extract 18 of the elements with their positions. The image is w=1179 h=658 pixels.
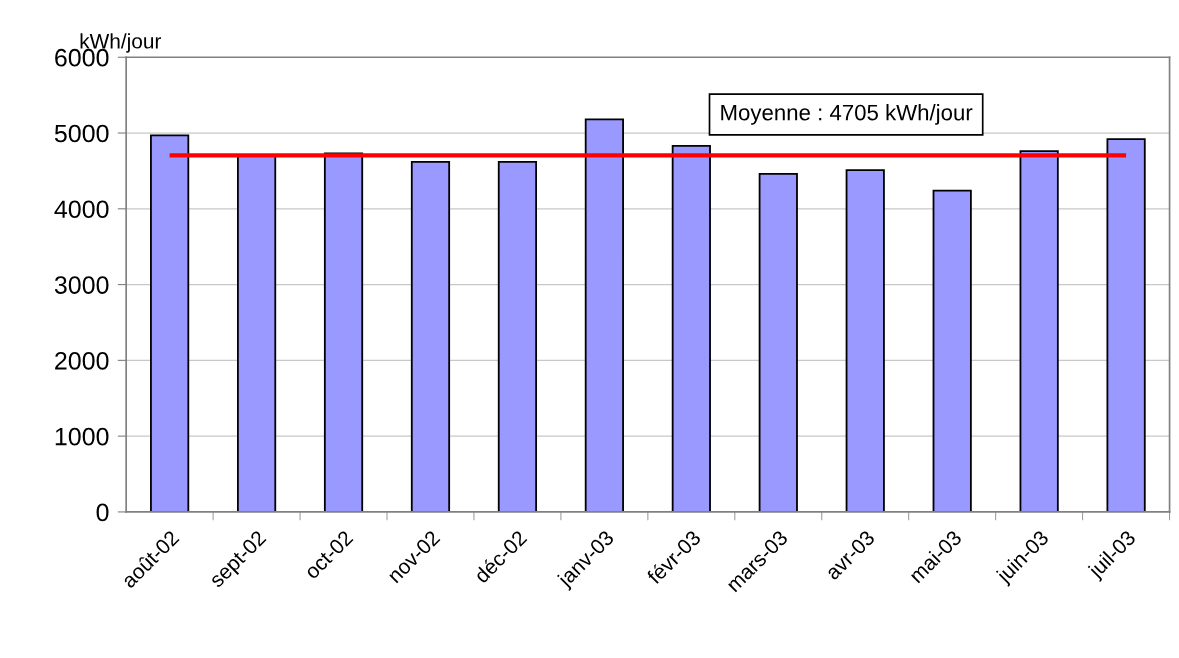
bar	[497, 160, 538, 512]
y-tick-label: 3000	[54, 276, 109, 294]
y-tick-label: 1000	[55, 427, 109, 446]
bar	[932, 189, 972, 512]
bar	[1019, 150, 1059, 512]
y-tick-label: 0	[96, 503, 109, 522]
bar	[758, 173, 798, 512]
bar	[584, 118, 624, 512]
ref-line-label: Moyenne : 4705 kWh/jour	[721, 104, 973, 125]
bar	[845, 169, 885, 512]
bar	[236, 154, 277, 512]
bar	[1106, 138, 1146, 512]
bar	[671, 145, 711, 512]
y-tick-label: 2000	[55, 351, 109, 370]
y-tick-label: 5000	[54, 124, 109, 143]
y-tick-label: 4000	[54, 200, 109, 219]
bar	[410, 160, 451, 512]
bar	[150, 134, 190, 512]
